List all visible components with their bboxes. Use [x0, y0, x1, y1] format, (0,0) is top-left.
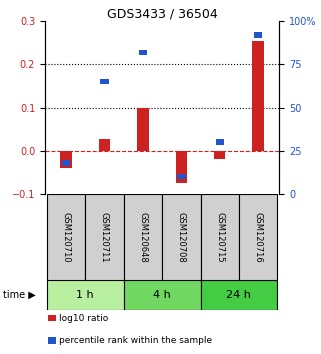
Bar	[99, 139, 110, 151]
Bar	[137, 108, 149, 151]
Bar	[201, 280, 277, 310]
Text: time ▶: time ▶	[3, 290, 36, 300]
Bar	[239, 194, 277, 280]
Text: percentile rank within the sample: percentile rank within the sample	[59, 336, 213, 345]
Bar	[177, 174, 186, 179]
Bar	[201, 194, 239, 280]
Bar	[47, 280, 124, 310]
Text: GSM120710: GSM120710	[62, 212, 71, 262]
Title: GDS3433 / 36504: GDS3433 / 36504	[107, 7, 218, 20]
Text: GSM120711: GSM120711	[100, 212, 109, 262]
Bar	[254, 32, 262, 38]
Bar	[215, 139, 224, 145]
Bar	[124, 194, 162, 280]
Bar	[214, 151, 225, 159]
Bar	[85, 194, 124, 280]
Bar	[162, 194, 201, 280]
Bar	[47, 194, 85, 280]
Text: 24 h: 24 h	[227, 290, 251, 300]
Bar	[176, 151, 187, 183]
Text: 1 h: 1 h	[76, 290, 94, 300]
Text: GSM120716: GSM120716	[254, 212, 263, 263]
Text: 4 h: 4 h	[153, 290, 171, 300]
Text: GSM120708: GSM120708	[177, 212, 186, 263]
Bar	[124, 280, 201, 310]
Bar	[139, 50, 147, 55]
Text: log10 ratio: log10 ratio	[59, 314, 108, 322]
Bar	[60, 151, 72, 168]
Bar	[252, 41, 264, 151]
Text: GSM120715: GSM120715	[215, 212, 224, 262]
Text: GSM120648: GSM120648	[138, 212, 147, 263]
Bar	[62, 160, 70, 166]
Bar	[100, 79, 109, 85]
